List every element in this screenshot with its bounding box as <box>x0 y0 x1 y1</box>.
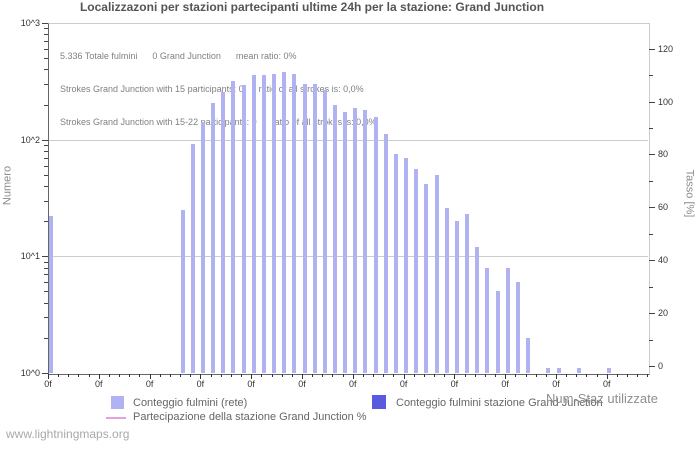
x-tick-label: 0f <box>247 379 255 389</box>
annotation-line-1: 5.336 Totale fulmini 0 Grand Junction me… <box>60 51 297 61</box>
x-axis-title: Num-Staz utilizzate <box>546 391 658 406</box>
y-right-tick-label: 0 <box>658 361 664 371</box>
y-left-tick-label: 10^2 <box>20 134 40 145</box>
y-right-tick-label: 80 <box>658 149 669 160</box>
legend-swatch-network-count <box>111 396 124 409</box>
y-right-tick-label: 40 <box>658 255 669 266</box>
y-right-tick-label: 20 <box>658 308 669 319</box>
y-right-axis-title: Tasso [%] <box>683 169 696 218</box>
x-tick-label: 0f <box>298 379 306 389</box>
x-tick-label: 0f <box>450 379 459 389</box>
watermark-link: www.lightningmaps.org <box>6 427 130 441</box>
legend-label-network-count: Conteggio fulmini (rete) <box>133 397 248 409</box>
x-tick-label: 0f <box>552 379 560 389</box>
x-tick-label: 0f <box>501 379 509 389</box>
x-tick-label: 0f <box>196 379 205 389</box>
y-left-tick-label: 10^1 <box>20 251 40 262</box>
plot-area <box>48 23 650 375</box>
x-tick-label: 0f <box>145 379 154 389</box>
y-left-axis-title: Numero <box>1 165 14 206</box>
x-tick-label: 0f <box>44 379 52 389</box>
y-right-tick-label: 60 <box>658 202 669 213</box>
legend-swatch-station-count <box>372 395 386 409</box>
legend-label-station-count: Conteggio fulmini stazione Grand Junctio… <box>396 397 603 409</box>
legend-line-participation <box>106 417 126 419</box>
x-tick-label: 0f <box>349 379 357 389</box>
chart-title: Localizzazoni per stazioni partecipanti … <box>79 0 545 14</box>
x-tick-label: 0f <box>603 379 611 389</box>
y-left-tick-label: 10^3 <box>20 18 40 28</box>
x-tick-label: 0f <box>95 379 103 389</box>
y-left-tick-label: 10^0 <box>20 368 40 378</box>
legend-label-participation: Partecipazione della stazione Grand Junc… <box>133 411 367 423</box>
y-right-tick-label: 100 <box>658 96 674 107</box>
y-right-tick-label: 120 <box>658 43 674 54</box>
x-tick-label: 0f <box>399 379 408 389</box>
